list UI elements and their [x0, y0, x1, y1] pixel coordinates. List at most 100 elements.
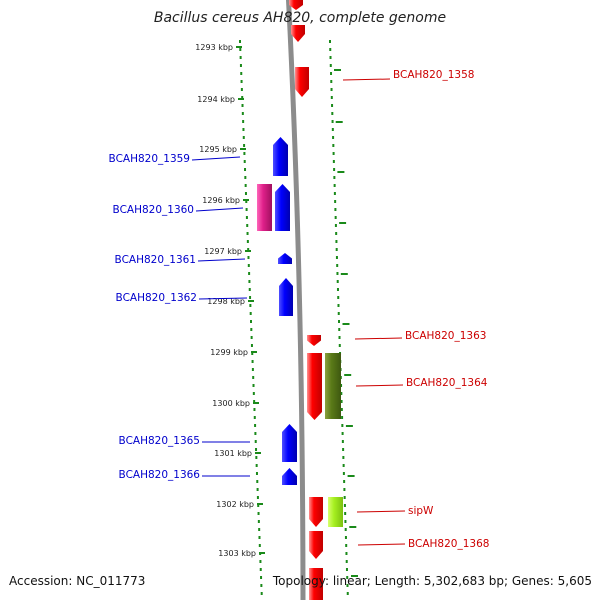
gene-labels: BCAH820_1359 BCAH820_1360 BCAH820_1361 BCAH… — [109, 69, 490, 550]
ruler-dot — [335, 256, 338, 259]
ruler-dot — [244, 192, 247, 195]
gene-forward[interactable] — [309, 531, 323, 559]
ruler-dot — [251, 360, 254, 363]
ruler-dot — [250, 328, 253, 331]
ruler-dot — [340, 384, 343, 387]
label-leader-line — [342, 78, 391, 81]
ruler-dot — [247, 264, 250, 267]
gene-reverse[interactable] — [273, 137, 288, 176]
ruler-dot — [248, 280, 251, 283]
gene-feature[interactable] — [257, 184, 272, 231]
ruler-dot — [346, 584, 349, 587]
ruler-dot — [336, 272, 339, 275]
gene-feature[interactable] — [325, 353, 341, 419]
ruler-dot — [247, 248, 250, 251]
label-leader-line — [355, 384, 404, 387]
gene-forward[interactable] — [307, 353, 322, 420]
ruler-dot — [332, 160, 335, 163]
ruler-dot — [242, 128, 245, 131]
gene-reverse[interactable] — [282, 424, 297, 462]
ruler-dot — [342, 456, 345, 459]
ruler-dot — [249, 296, 252, 299]
gene-forward[interactable] — [309, 497, 323, 527]
ruler-dot — [240, 80, 243, 83]
ruler-dot — [332, 144, 335, 147]
ruler-dot — [333, 184, 336, 187]
ruler-dot — [257, 504, 260, 507]
genome-title: Bacillus cereus AH820, complete genome — [153, 10, 447, 26]
ruler-dot — [239, 64, 242, 67]
ruler-dot — [260, 584, 263, 587]
ruler-dot — [245, 208, 248, 211]
ruler-label: 1299 kbp — [210, 348, 248, 357]
ruler-label: 1298 kbp — [207, 297, 245, 306]
ruler-label: 1300 kbp — [212, 399, 250, 408]
ruler-dot — [346, 592, 349, 595]
gene-reverse[interactable] — [282, 468, 297, 485]
ruler-dot — [329, 56, 332, 59]
ruler-dot — [245, 216, 248, 219]
ruler-dot — [246, 240, 249, 243]
ruler-dot — [342, 472, 345, 475]
gene-feature[interactable] — [328, 497, 343, 527]
gene-label-left[interactable]: BCAH820_1366 — [119, 469, 201, 481]
ruler-dot — [255, 464, 258, 467]
ruler-dot — [260, 592, 263, 595]
ruler-label: 1303 kbp — [218, 549, 256, 558]
ruler-dots — [239, 40, 349, 595]
ruler-dot — [243, 144, 246, 147]
gene-reverse[interactable] — [275, 184, 290, 231]
label-leader-line — [197, 258, 246, 262]
gene-reverse[interactable] — [279, 278, 293, 316]
gene-label-left[interactable]: BCAH820_1361 — [115, 254, 196, 266]
ruler-dot — [343, 480, 346, 483]
ruler-tick — [240, 148, 246, 150]
ruler-tick — [342, 323, 350, 325]
ruler-dot — [341, 440, 344, 443]
ruler-dot — [330, 96, 333, 99]
gene-track — [257, 0, 343, 600]
ruler-dot — [243, 152, 246, 155]
ruler-tick — [255, 452, 261, 454]
ruler-dot — [251, 368, 254, 371]
ruler-dot — [244, 168, 247, 171]
gene-label-left[interactable]: BCAH820_1359 — [109, 153, 190, 165]
ruler-dot — [341, 432, 344, 435]
ruler-dot — [344, 520, 347, 523]
ruler-tick — [344, 374, 352, 376]
gene-label-right[interactable]: BCAH820_1358 — [393, 69, 474, 81]
ruler-tick — [257, 503, 263, 505]
ruler-dot — [253, 400, 256, 403]
ruler-dot — [334, 200, 337, 203]
gene-label-right[interactable]: BCAH820_1363 — [405, 330, 486, 342]
ruler-dot — [343, 496, 346, 499]
gene-label-right[interactable]: sipW — [408, 505, 434, 517]
gene-forward[interactable] — [291, 25, 305, 42]
ruler-label: 1301 kbp — [214, 449, 252, 458]
ruler-dot — [331, 104, 334, 107]
ruler-dot — [255, 456, 258, 459]
ruler-dot — [252, 376, 255, 379]
gene-forward[interactable] — [295, 67, 309, 97]
ruler: 1293 kbp 1294 kbp 1295 kbp 1296 kbp 1297 kbp… — [195, 43, 358, 577]
ruler-dot — [254, 424, 257, 427]
gene-label-left[interactable]: BCAH820_1360 — [113, 204, 194, 216]
ruler-tick — [251, 351, 257, 353]
ruler-dot — [330, 80, 333, 83]
gene-label-right[interactable]: BCAH820_1368 — [408, 538, 489, 550]
ruler-dot — [256, 488, 259, 491]
label-leader-line — [356, 510, 406, 513]
gene-label-right[interactable]: BCAH820_1364 — [406, 377, 488, 389]
gene-label-left[interactable]: BCAH820_1365 — [119, 435, 200, 447]
gene-reverse[interactable] — [278, 253, 292, 264]
gene-forward[interactable] — [289, 0, 303, 10]
label-leader-line — [198, 297, 248, 300]
ruler-dot — [257, 520, 260, 523]
ruler-dot — [333, 176, 336, 179]
ruler-dot — [257, 512, 260, 515]
gene-forward[interactable] — [309, 568, 323, 600]
gene-label-left[interactable]: BCAH820_1362 — [116, 292, 197, 304]
gene-forward[interactable] — [307, 335, 321, 346]
ruler-dot — [344, 528, 347, 531]
ruler-dot — [248, 288, 251, 291]
